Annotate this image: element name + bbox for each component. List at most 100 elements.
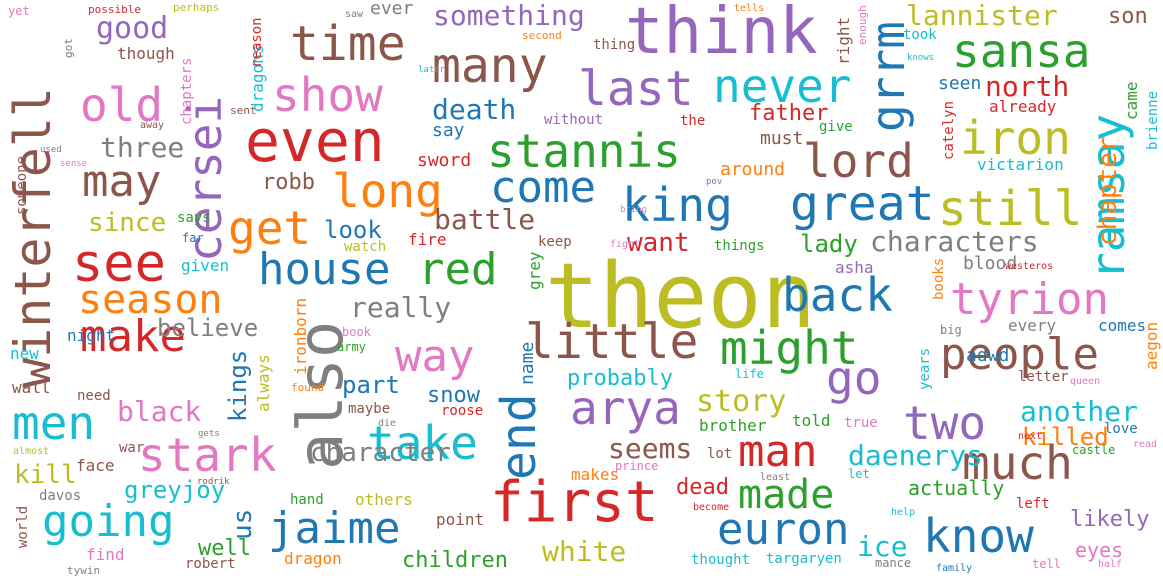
- word-daenerys: daenerys: [848, 439, 983, 472]
- word-catelyn: catelyn: [941, 100, 957, 160]
- word-lord: lord: [803, 134, 914, 188]
- word-want: want: [627, 228, 690, 258]
- word-got: got: [62, 38, 75, 58]
- word-roose: roose: [441, 403, 484, 419]
- word-aegon: aegon: [1142, 321, 1161, 370]
- word-possible: possible: [88, 3, 141, 16]
- word-fire: fire: [408, 230, 447, 249]
- word-pov: pov: [706, 177, 723, 187]
- word-adwd: adwd: [966, 345, 1010, 366]
- word-three: three: [100, 131, 185, 164]
- word-eyes: eyes: [1075, 538, 1124, 562]
- word-reason: reason: [249, 17, 265, 68]
- word-rodrik: rodrik: [197, 477, 230, 487]
- word-must: must: [760, 128, 804, 149]
- word-grey: grey: [525, 251, 544, 290]
- word-robert: robert: [185, 556, 236, 572]
- word-dead: dead: [676, 475, 729, 500]
- word-used: used: [40, 145, 62, 155]
- word-next: next: [1018, 431, 1043, 442]
- word-never: never: [713, 59, 852, 113]
- word-half: half: [1098, 559, 1123, 570]
- word-world: world: [15, 505, 31, 548]
- word-even: even: [245, 107, 385, 175]
- word-tells: tells: [734, 3, 765, 14]
- word-army: army: [337, 340, 366, 354]
- word-already: already: [989, 97, 1057, 116]
- word-seems: seems: [608, 432, 693, 465]
- word-wall: wall: [12, 378, 51, 397]
- word-brienne: brienne: [1145, 90, 1161, 150]
- word-lot: lot: [707, 446, 733, 462]
- word-say: say: [432, 120, 465, 141]
- word-little: little: [525, 314, 699, 370]
- word-tyrion: tyrion: [950, 274, 1109, 325]
- word-become: become: [693, 502, 730, 513]
- word-lannister: lannister: [906, 0, 1058, 32]
- word-saw: saw: [345, 9, 364, 20]
- word-years: years: [917, 347, 933, 390]
- word-chapters: chapters: [179, 57, 195, 125]
- word-house: house: [258, 244, 391, 295]
- word-really: really: [350, 291, 452, 324]
- word-made: made: [738, 472, 835, 518]
- word-back: back: [782, 268, 893, 322]
- word-came: came: [1122, 81, 1141, 120]
- word-believe: believe: [157, 314, 259, 342]
- word-two: two: [903, 396, 987, 450]
- word-tell: tell: [1032, 557, 1061, 571]
- word-likely: likely: [1070, 507, 1150, 532]
- word-white: white: [542, 535, 627, 568]
- word-mance: mance: [875, 556, 912, 570]
- word-gets: gets: [198, 429, 220, 439]
- word-ice: ice: [857, 530, 908, 563]
- word-need: need: [77, 388, 111, 404]
- word-father: father: [749, 101, 829, 126]
- word-castle: castle: [1072, 443, 1116, 457]
- word-targaryen: targaryen: [766, 551, 842, 567]
- word-last: last: [578, 61, 694, 117]
- word-yet: yet: [8, 4, 30, 18]
- word-season: season: [78, 277, 223, 323]
- word-sansa: sansa: [952, 24, 1091, 78]
- word-probably: probably: [567, 366, 673, 391]
- word-still: still: [938, 181, 1083, 237]
- word-hand: hand: [290, 492, 324, 508]
- word-night: night: [67, 326, 116, 345]
- word-away: away: [140, 120, 165, 131]
- word-love: love: [1104, 421, 1138, 437]
- word-read: read: [1133, 439, 1158, 450]
- word-fight: fight: [610, 239, 641, 250]
- word-arya: arya: [570, 381, 681, 435]
- word-since: since: [88, 208, 167, 238]
- word-big: big: [940, 323, 962, 337]
- word-death: death: [432, 93, 517, 126]
- word-least: least: [760, 472, 791, 483]
- word-later: later: [418, 65, 446, 75]
- word-part: part: [342, 371, 400, 399]
- word-old: old: [80, 78, 164, 132]
- word-makes: makes: [571, 465, 620, 484]
- word-show: show: [272, 68, 383, 122]
- word-watch: watch: [344, 239, 387, 255]
- word-actually: actually: [908, 476, 1005, 500]
- word-story: story: [696, 384, 787, 419]
- word-point: point: [436, 510, 485, 529]
- word-well: well: [198, 536, 251, 561]
- word-second: second: [522, 29, 562, 42]
- word-keep: keep: [538, 234, 572, 250]
- word-davos: davos: [39, 488, 82, 504]
- word-first: first: [490, 470, 659, 535]
- word-greyjoy: greyjoy: [124, 476, 226, 504]
- word-war: war: [119, 440, 145, 456]
- word-enough: enough: [856, 5, 869, 45]
- word-westeros: westeros: [1005, 261, 1054, 272]
- word-queen: queen: [1070, 376, 1101, 387]
- word-black: black: [117, 395, 202, 428]
- word-people: people: [940, 329, 1099, 380]
- word-find: find: [86, 545, 125, 564]
- word-thing: thing: [593, 37, 636, 53]
- word-blood: blood: [963, 253, 1018, 274]
- word-found: found: [291, 381, 325, 394]
